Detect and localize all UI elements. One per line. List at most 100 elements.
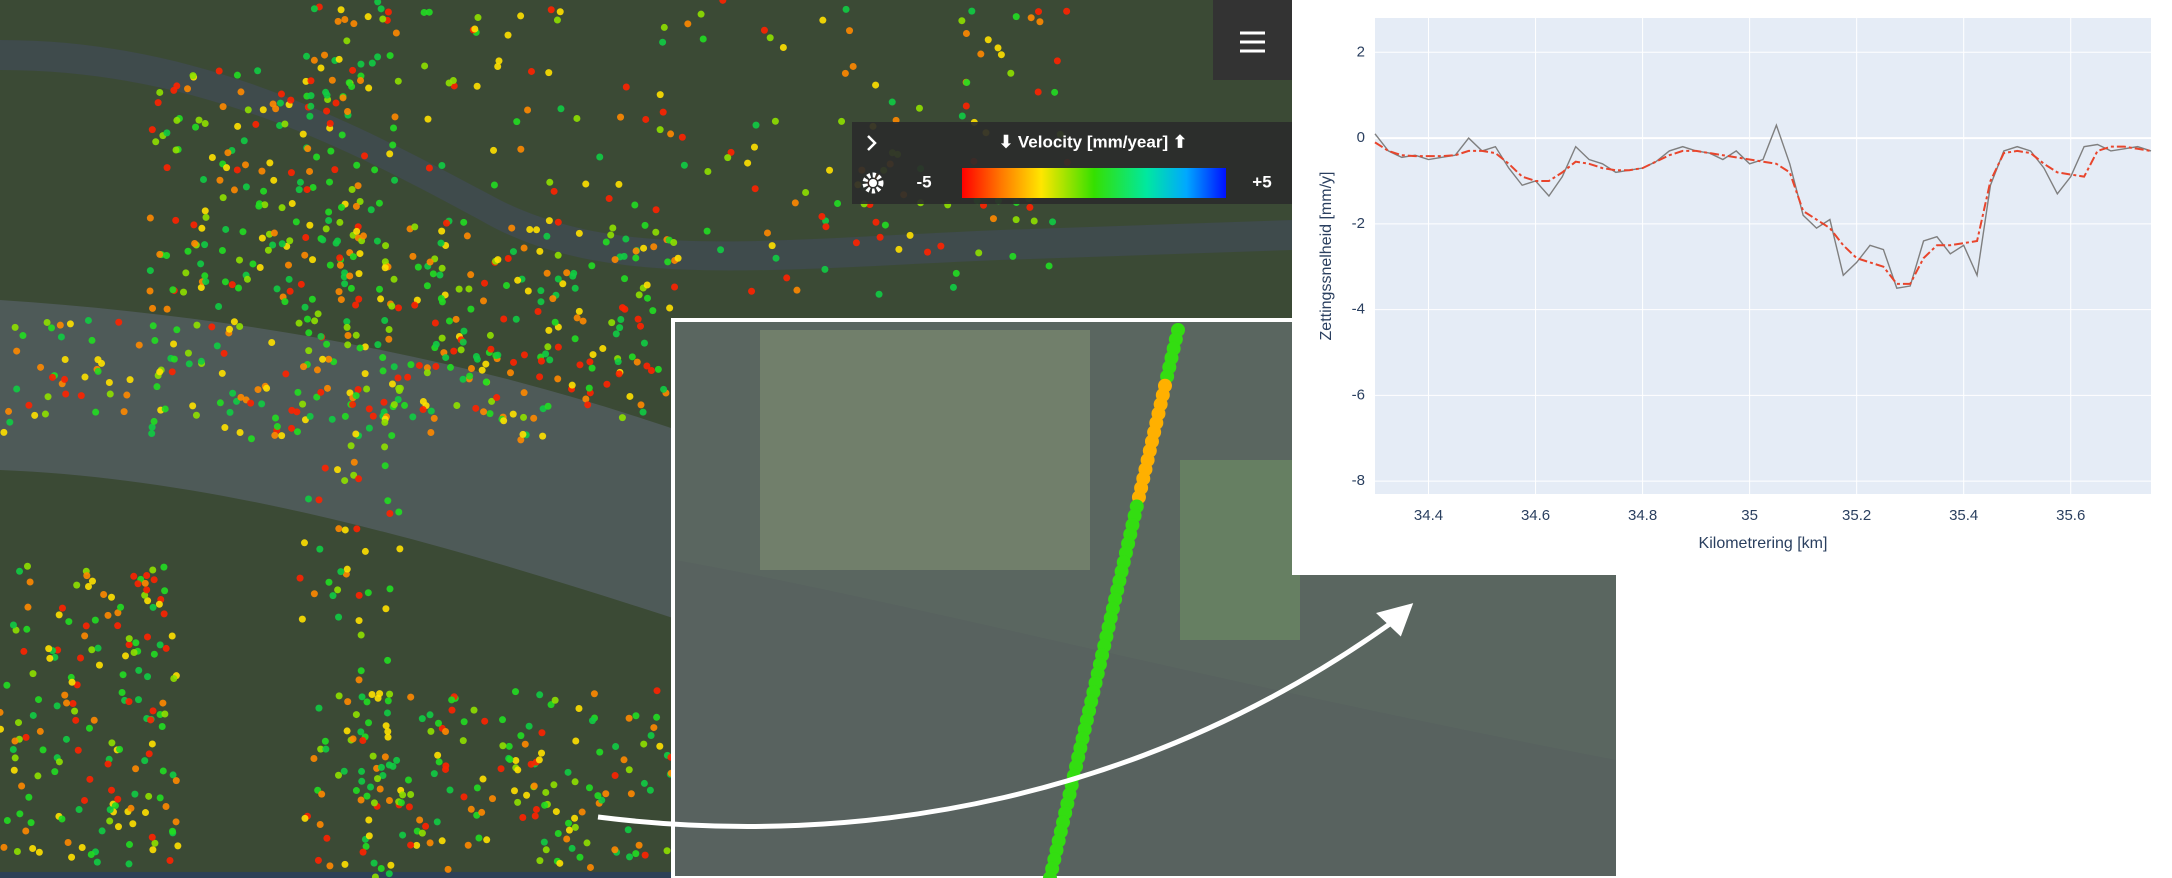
map-point <box>254 67 262 75</box>
inset-area <box>760 330 1090 570</box>
map-point <box>202 278 210 286</box>
map-point <box>295 319 303 327</box>
map-point <box>872 218 880 226</box>
map-point <box>1009 252 1017 260</box>
map-point <box>614 358 622 366</box>
map-point <box>416 816 424 824</box>
map-point <box>0 725 4 733</box>
map-point <box>444 865 452 873</box>
map-point <box>405 803 413 811</box>
map-point <box>160 610 168 618</box>
canal <box>0 40 1292 271</box>
map-point <box>352 202 360 210</box>
map-point <box>299 400 307 408</box>
map-point <box>424 115 432 123</box>
map-point <box>667 130 675 138</box>
map-point <box>240 137 248 145</box>
map-point <box>0 428 8 436</box>
map-point <box>51 768 59 776</box>
map-point <box>585 384 593 392</box>
map-point <box>517 145 525 153</box>
map-point <box>156 88 164 96</box>
map-point <box>514 798 522 806</box>
map-point <box>62 390 70 398</box>
map-point <box>197 357 205 365</box>
map-point <box>570 269 578 277</box>
map-point <box>359 737 367 745</box>
map-point <box>363 385 371 393</box>
map-point <box>234 122 242 130</box>
map-point <box>202 213 210 221</box>
map-point <box>27 819 35 827</box>
map-point <box>582 180 590 188</box>
map-point <box>305 329 313 337</box>
map-point <box>391 176 399 184</box>
map-point <box>315 704 323 712</box>
map-point <box>127 804 135 812</box>
map-point <box>963 79 971 87</box>
map-point <box>656 91 664 99</box>
map-point <box>471 25 479 33</box>
y-tick-label: -4 <box>1352 301 1365 318</box>
colorbar <box>962 168 1226 198</box>
map-point <box>409 252 417 260</box>
map-point <box>55 758 63 766</box>
settings-icon[interactable] <box>862 172 884 194</box>
map-point <box>126 841 134 849</box>
map-point <box>163 129 171 137</box>
map-point <box>156 250 164 258</box>
map-point <box>348 186 356 194</box>
map-point <box>6 418 14 426</box>
map-point <box>449 77 457 85</box>
map-point <box>647 732 655 740</box>
map-point <box>233 166 241 174</box>
map-point <box>247 435 255 443</box>
map-point <box>337 6 345 14</box>
map-point <box>493 394 501 402</box>
map-point <box>605 195 613 203</box>
map-point <box>578 808 586 816</box>
map-point <box>132 639 140 647</box>
map-point <box>526 226 534 234</box>
map-point <box>219 194 227 202</box>
collapse-icon[interactable] <box>867 135 877 151</box>
map-point <box>448 706 456 714</box>
map-point <box>35 696 43 704</box>
map-point <box>654 365 662 373</box>
map-point <box>39 746 47 754</box>
map-point <box>644 294 652 302</box>
map-point <box>490 181 498 189</box>
map-point <box>341 477 349 485</box>
map-point <box>125 860 133 868</box>
map-point <box>347 284 355 292</box>
map-point <box>94 367 102 375</box>
map-point <box>958 17 966 25</box>
map-point <box>173 116 181 124</box>
map-point <box>438 837 446 845</box>
map-point <box>356 197 364 205</box>
map-point <box>276 122 284 130</box>
map-point <box>43 318 51 326</box>
map-point <box>537 298 545 306</box>
map-point <box>349 735 357 743</box>
map-point <box>162 802 170 810</box>
map-point <box>881 221 889 229</box>
map-point <box>494 62 502 70</box>
map-point <box>401 401 409 409</box>
map-point <box>977 50 985 58</box>
menu-button[interactable] <box>1213 0 1292 80</box>
map-point <box>1051 88 1059 96</box>
map-point <box>565 826 573 834</box>
map-point <box>1030 217 1038 225</box>
map-point <box>22 827 30 835</box>
map-point <box>459 375 467 383</box>
menu-icon <box>1240 31 1265 53</box>
map-point <box>395 386 403 394</box>
line <box>1374 123 2152 289</box>
map-point <box>85 724 93 732</box>
map-point <box>494 256 502 264</box>
map-point <box>521 740 529 748</box>
map-point <box>520 351 528 359</box>
map-point <box>72 716 80 724</box>
